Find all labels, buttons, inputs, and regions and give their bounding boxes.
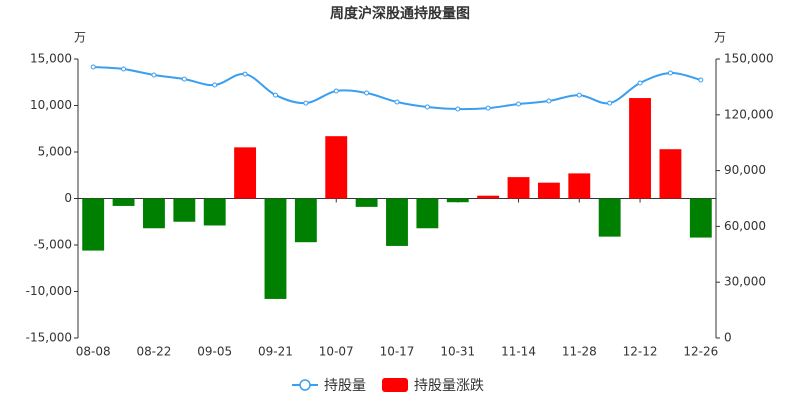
x-tick-label: 11-14	[501, 345, 536, 359]
y-tick-label: 5,000	[38, 145, 72, 159]
bar	[294, 198, 317, 243]
bar	[446, 198, 469, 203]
line-point	[485, 105, 491, 111]
bar	[537, 182, 560, 199]
x-tick-label: 08-22	[137, 345, 172, 359]
bar	[264, 198, 287, 299]
bar	[416, 198, 439, 229]
bar	[477, 195, 500, 199]
y-tick-label: 10,000	[30, 98, 72, 112]
bar	[82, 198, 105, 251]
line-point	[516, 101, 522, 107]
y2-unit: 万	[714, 31, 726, 45]
line-point	[212, 82, 218, 88]
line-point	[667, 70, 673, 76]
line-point	[546, 98, 552, 104]
bar	[234, 147, 257, 199]
line-point	[607, 100, 613, 106]
bar	[143, 198, 165, 229]
y-tick-label: -15,000	[26, 331, 72, 345]
line-point	[394, 99, 400, 105]
bar	[568, 173, 591, 199]
x-tick-label: 11-28	[562, 345, 597, 359]
x-tick-label: 10-31	[440, 345, 475, 359]
x-tick-label: 09-05	[197, 345, 232, 359]
bar	[173, 198, 196, 222]
line-point	[698, 77, 704, 83]
bar	[203, 198, 226, 226]
bar	[629, 98, 651, 199]
y-tick-label: 15,000	[30, 52, 72, 66]
line-point	[272, 92, 278, 98]
legend-label: 持股量	[324, 378, 366, 394]
y-unit: 万	[74, 31, 86, 45]
x-tick-label: 10-17	[380, 345, 415, 359]
y-tick-label: -10,000	[26, 284, 72, 298]
x-tick-label: 12-12	[623, 345, 658, 359]
bar	[659, 149, 682, 199]
bar	[112, 198, 135, 206]
line-point	[151, 72, 157, 78]
y2-tick-label: 120,000	[724, 107, 774, 121]
x-tick-label: 10-07	[319, 345, 354, 359]
bar	[325, 136, 348, 199]
bar	[355, 198, 378, 207]
x-tick-label: 09-21	[258, 345, 293, 359]
bar	[507, 177, 530, 199]
bar	[386, 198, 408, 246]
y-tick-label: 0	[64, 191, 72, 205]
line-point	[424, 104, 430, 110]
x-tick-label: 12-26	[683, 345, 718, 359]
bar	[689, 198, 712, 238]
legend-marker	[299, 379, 311, 391]
y2-tick-label: 90,000	[724, 163, 766, 177]
line-point	[364, 90, 370, 96]
y2-tick-label: 150,000	[724, 52, 774, 66]
line-point	[242, 71, 248, 77]
legend-swatch	[382, 378, 408, 392]
line-point	[333, 88, 339, 94]
line-point	[303, 100, 309, 106]
line-point	[90, 64, 96, 70]
x-tick-label: 08-08	[76, 345, 111, 359]
y2-tick-label: 0	[724, 331, 732, 345]
line-point	[637, 80, 643, 86]
bar	[598, 198, 621, 237]
line-point	[455, 106, 461, 112]
chart-title: 周度沪深股通持股量图	[330, 5, 470, 22]
line-point	[121, 66, 127, 72]
line-point	[181, 76, 187, 82]
y-tick-label: -5,000	[33, 238, 72, 252]
y2-tick-label: 30,000	[724, 275, 766, 289]
legend-label: 持股量涨跌	[414, 378, 484, 394]
y2-tick-label: 60,000	[724, 219, 766, 233]
line-point	[576, 92, 582, 98]
